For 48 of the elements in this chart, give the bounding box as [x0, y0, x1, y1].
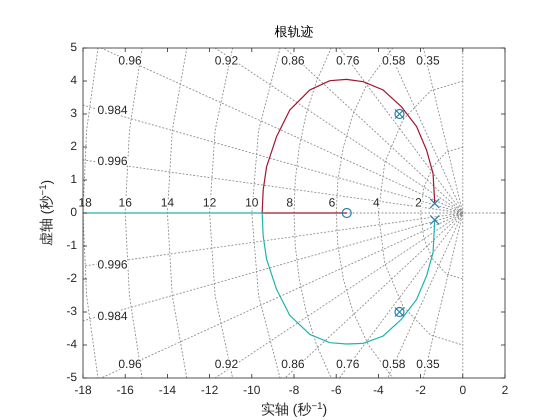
annotation: 0.96 — [118, 53, 142, 68]
x-tick-label: 2 — [502, 383, 509, 397]
y-tick-label: -3 — [66, 304, 78, 318]
chart-title: 根轨迹 — [274, 24, 314, 39]
y-tick-label: -1 — [66, 238, 78, 252]
annotation: 8 — [286, 195, 294, 210]
y-tick-label: -2 — [66, 271, 78, 286]
annotation: 0.35 — [416, 356, 440, 371]
annotation: 0.92 — [214, 53, 238, 68]
x-axis-title: 实轴 (秒$^{−1}$) — [260, 400, 328, 417]
annotation: 16 — [118, 195, 132, 210]
annotation: 0.58 — [382, 356, 406, 371]
annotation: 0.92 — [214, 356, 238, 371]
x-tick-label: -4 — [373, 383, 384, 397]
y-tick-label: 1 — [70, 172, 78, 186]
annotation: 14 — [160, 195, 174, 210]
y-tick-label: 3 — [70, 106, 78, 120]
annotation: 0.96 — [118, 356, 142, 371]
y-tick-label: 0 — [70, 205, 78, 220]
y-tick-label: 2 — [70, 139, 78, 154]
annotation: 4 — [372, 195, 380, 210]
x-tick-label: -14 — [158, 383, 176, 397]
x-tick-label: -12 — [200, 383, 219, 397]
annotation: 0.35 — [416, 53, 440, 68]
x-tick-label: -18 — [74, 383, 92, 397]
y-tick-label: 4 — [70, 73, 78, 88]
annotation: 10 — [245, 195, 259, 210]
annotation: 0.58 — [382, 53, 406, 68]
annotation: 0.76 — [336, 356, 360, 371]
x-tick-label: -6 — [330, 383, 342, 397]
y-tick-label: -5 — [66, 370, 78, 384]
annotation: 12 — [202, 195, 217, 210]
annotation: 0.996 — [98, 154, 128, 168]
annotation: 0.984 — [98, 102, 128, 117]
x-tick-label: -2 — [415, 383, 426, 397]
annotation: 2 — [415, 195, 422, 210]
annotation: 0.984 — [98, 309, 128, 324]
annotation: 0.86 — [281, 53, 305, 68]
y-tick-label: 5 — [70, 40, 78, 54]
x-tick-label: -8 — [288, 383, 300, 397]
x-tick-label: -10 — [243, 383, 261, 397]
x-tick-label: -16 — [116, 383, 134, 397]
annotation: 0.76 — [336, 53, 360, 68]
annotation: 0.996 — [98, 257, 128, 272]
annotation: 6 — [328, 195, 336, 210]
annotation: 0.86 — [281, 356, 305, 371]
y-tick-label: -4 — [66, 337, 78, 352]
x-tick-label: 0 — [459, 383, 466, 397]
